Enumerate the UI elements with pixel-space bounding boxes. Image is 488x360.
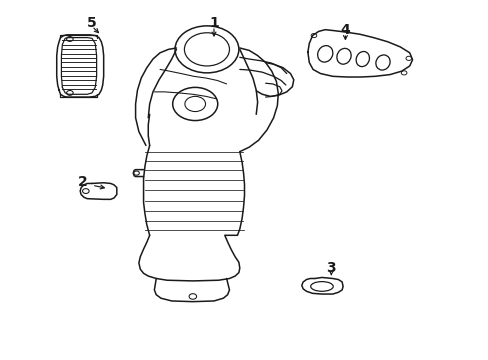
Text: 4: 4 (340, 23, 349, 37)
Text: 5: 5 (87, 16, 97, 30)
Text: 3: 3 (326, 261, 335, 275)
Text: 2: 2 (78, 175, 87, 189)
Text: 1: 1 (209, 16, 219, 30)
